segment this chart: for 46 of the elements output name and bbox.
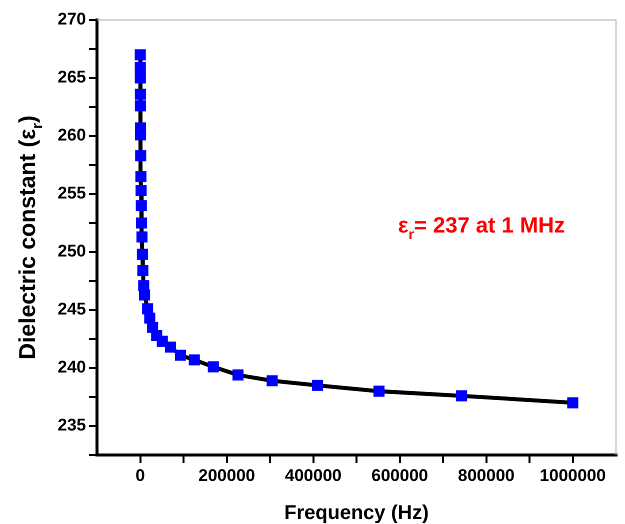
point	[134, 49, 146, 60]
point	[136, 231, 148, 242]
y-tick-label: 255	[58, 184, 86, 203]
point	[373, 386, 385, 397]
point	[139, 289, 150, 300]
point	[137, 265, 148, 276]
x-tick-label: 1000000	[540, 466, 606, 485]
point	[266, 375, 278, 386]
x-axis-title: Frequency (Hz)	[284, 502, 429, 524]
point	[136, 217, 148, 229]
point	[144, 312, 156, 324]
point	[142, 303, 154, 314]
point	[208, 361, 219, 372]
y-tick-label: 235	[58, 416, 86, 435]
y-tick-label: 245	[58, 300, 86, 319]
point	[136, 248, 148, 260]
point	[136, 200, 147, 212]
point	[456, 390, 468, 402]
point	[164, 342, 176, 353]
x-tick-label: 200000	[198, 466, 256, 485]
y-tick-label: 265	[58, 68, 86, 87]
point	[134, 88, 146, 100]
point	[135, 129, 146, 140]
x-tick-label: 600000	[371, 466, 428, 485]
point	[147, 322, 158, 333]
point	[135, 150, 146, 162]
x-tick-label: 400000	[284, 466, 342, 485]
y-tick-label: 260	[58, 126, 86, 145]
point	[135, 171, 146, 182]
y-tick-label: 240	[58, 358, 86, 377]
y-axis-title: Dielectric constant (εr)	[14, 115, 46, 360]
y-tick-label: 270	[58, 10, 86, 29]
point	[232, 369, 244, 380]
point	[134, 100, 146, 112]
y-tick-label: 250	[58, 242, 86, 261]
point	[136, 184, 147, 196]
point	[134, 62, 146, 74]
point	[188, 354, 200, 366]
point	[312, 380, 324, 391]
x-tick-label: 800000	[458, 466, 515, 485]
point	[156, 336, 168, 347]
point	[138, 280, 150, 292]
x-tick-label: 0	[136, 466, 145, 485]
point	[134, 72, 146, 84]
point	[174, 350, 186, 361]
point	[567, 397, 578, 408]
